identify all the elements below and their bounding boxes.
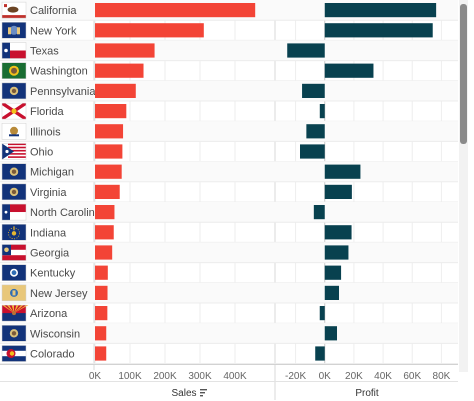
row-band: [0, 40, 458, 61]
profit-bar-washington[interactable]: [324, 63, 374, 78]
state-label-texas[interactable]: Texas: [30, 46, 59, 58]
profit-bar-new-york[interactable]: [324, 23, 433, 38]
sales-bar-arizona[interactable]: [95, 306, 108, 321]
state-label-new-jersey[interactable]: New Jersey: [30, 288, 88, 300]
sales-bar-georgia[interactable]: [95, 245, 113, 260]
sales-bar-washington[interactable]: [95, 63, 144, 78]
state-label-virginia[interactable]: Virginia: [30, 187, 67, 199]
row-band: [0, 282, 458, 303]
sales-tick-label: 400K: [223, 371, 247, 382]
profit-bar-michigan[interactable]: [324, 164, 361, 179]
washington-flag-icon: [1, 62, 27, 79]
sales-bar-california[interactable]: [95, 3, 256, 18]
michigan-flag-icon: [1, 163, 27, 180]
sales-bar-illinois[interactable]: [95, 124, 124, 139]
scrollbar-thumb[interactable]: [460, 4, 467, 144]
sort-descending-icon[interactable]: [200, 389, 207, 397]
profit-tick-label: -20K: [285, 371, 306, 382]
profit-bar-pennsylvania[interactable]: [302, 83, 325, 98]
state-label-illinois[interactable]: Illinois: [30, 126, 61, 138]
profit-bar-virginia[interactable]: [324, 184, 352, 199]
indiana-flag-icon: [1, 224, 27, 241]
georgia-flag-icon: [1, 244, 27, 261]
state-label-north-carolina[interactable]: North Carolina: [30, 207, 102, 219]
sales-axis-title: Sales: [171, 388, 196, 399]
sales-tick-label: 0K: [89, 371, 102, 382]
profit-bar-north-carolina[interactable]: [313, 205, 325, 220]
illinois-flag-icon: [1, 123, 27, 140]
state-label-michigan[interactable]: Michigan: [30, 167, 74, 179]
state-label-washington[interactable]: Washington: [30, 66, 88, 78]
state-label-california[interactable]: California: [30, 5, 77, 17]
sales-bar-kentucky[interactable]: [95, 265, 108, 280]
row-band: [0, 202, 458, 223]
sales-bar-texas[interactable]: [95, 43, 155, 58]
sales-bar-michigan[interactable]: [95, 164, 122, 179]
profit-tick-label: 20K: [345, 371, 363, 382]
virginia-flag-icon: [1, 183, 27, 201]
sales-tick-label: 300K: [188, 371, 212, 382]
state-label-new-york[interactable]: New York: [30, 25, 77, 37]
sales-bar-pennsylvania[interactable]: [95, 83, 136, 98]
sales-tick-label: 100K: [118, 371, 142, 382]
ohio-flag-icon: [1, 143, 27, 160]
new-york-flag-icon: [1, 22, 27, 39]
arizona-flag-icon: [1, 304, 29, 322]
profit-tick-label: 60K: [403, 371, 421, 382]
profit-bar-illinois[interactable]: [306, 124, 325, 139]
profit-tick-label: 0K: [319, 371, 332, 382]
colorado-flag-icon: [1, 345, 27, 362]
sales-bar-new-york[interactable]: [95, 23, 204, 38]
state-label-colorado[interactable]: Colorado: [30, 349, 75, 361]
profit-axis-title: Profit: [355, 388, 379, 399]
profit-bar-california[interactable]: [324, 3, 437, 18]
scrollbar-track[interactable]: [459, 0, 468, 372]
state-label-georgia[interactable]: Georgia: [30, 248, 70, 260]
profit-bar-texas[interactable]: [287, 43, 325, 58]
florida-flag-icon: [1, 102, 27, 120]
profit-bar-colorado[interactable]: [315, 346, 325, 361]
profit-bar-wisconsin[interactable]: [324, 326, 338, 341]
profit-tick-label: 40K: [374, 371, 392, 382]
kentucky-flag-icon: [1, 264, 27, 281]
pennsylvania-flag-icon: [1, 82, 27, 100]
new-jersey-flag-icon: [1, 284, 27, 302]
sales-bar-florida[interactable]: [95, 104, 127, 119]
state-label-indiana[interactable]: Indiana: [30, 227, 67, 239]
profit-bar-georgia[interactable]: [324, 245, 349, 260]
sales-bar-new-jersey[interactable]: [95, 285, 108, 300]
profit-bar-ohio[interactable]: [300, 144, 325, 159]
profit-tick-label: 80K: [433, 371, 451, 382]
profit-bar-new-jersey[interactable]: [324, 285, 340, 300]
north-carolina-flag-icon: [1, 203, 27, 221]
sales-bar-virginia[interactable]: [95, 184, 120, 199]
profit-bar-florida[interactable]: [319, 104, 325, 119]
texas-flag-icon: [1, 42, 27, 59]
state-label-florida[interactable]: Florida: [30, 106, 65, 118]
profit-bar-indiana[interactable]: [324, 225, 352, 240]
sales-bar-wisconsin[interactable]: [95, 326, 107, 341]
sales-bar-colorado[interactable]: [95, 346, 107, 361]
wisconsin-flag-icon: [1, 325, 27, 342]
row-band: [0, 323, 458, 344]
sales-bar-ohio[interactable]: [95, 144, 123, 159]
sales-bar-indiana[interactable]: [95, 225, 114, 240]
state-label-wisconsin[interactable]: Wisconsin: [30, 328, 80, 340]
state-label-pennsylvania[interactable]: Pennsylvania: [30, 86, 96, 98]
profit-bar-arizona[interactable]: [319, 306, 325, 321]
profit-bar-kentucky[interactable]: [324, 265, 342, 280]
row-band: [0, 121, 458, 142]
sales-tick-label: 200K: [153, 371, 177, 382]
state-label-kentucky[interactable]: Kentucky: [30, 268, 76, 280]
state-label-arizona[interactable]: Arizona: [30, 308, 68, 320]
california-flag-icon: [1, 1, 27, 19]
state-label-ohio[interactable]: Ohio: [30, 147, 53, 159]
sales-bar-north-carolina[interactable]: [95, 205, 115, 220]
